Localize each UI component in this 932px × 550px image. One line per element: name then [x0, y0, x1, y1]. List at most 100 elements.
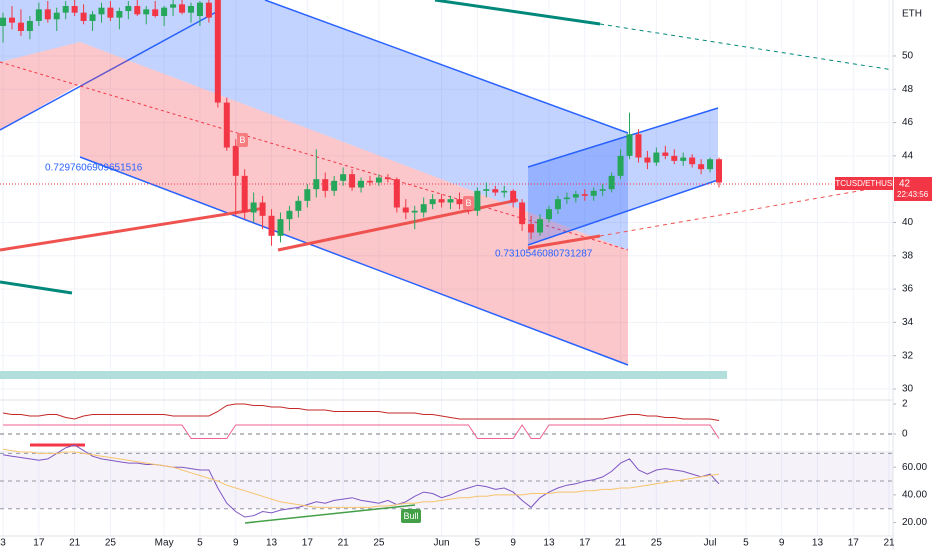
x-tick-label: Jun — [434, 538, 450, 549]
zone-band — [0, 371, 727, 379]
candle-body — [259, 202, 266, 216]
candle-body — [483, 189, 490, 191]
candle-body — [62, 5, 69, 13]
x-tick-label: 21 — [883, 538, 895, 549]
candle-body — [366, 180, 373, 183]
candle-body — [411, 210, 418, 213]
candle-body — [0, 17, 7, 26]
signal-label: Bull — [403, 511, 418, 521]
candle-body — [143, 9, 150, 15]
candle-body — [313, 179, 320, 190]
candle-body — [179, 4, 186, 13]
channel-fill — [0, 0, 80, 62]
x-tick-label: 17 — [848, 538, 860, 549]
candle-body — [304, 189, 311, 201]
candle-body — [205, 2, 212, 18]
candle-body — [340, 174, 347, 181]
indicator-line — [3, 424, 720, 439]
annotation: 0.7310546080731287 — [495, 249, 593, 260]
candle-body — [474, 190, 481, 211]
price-tag — [894, 177, 932, 201]
indicator-line — [2, 448, 720, 508]
channel-fill — [528, 108, 718, 245]
x-tick-label: 5 — [743, 538, 749, 549]
candle-body — [662, 152, 669, 156]
candle-body — [447, 199, 454, 203]
y-tick-label: 40 — [902, 217, 914, 228]
candle-body — [572, 194, 579, 198]
candle-body — [680, 157, 687, 161]
candle-body — [152, 9, 159, 16]
candle-body — [581, 194, 588, 196]
candle-body — [537, 219, 544, 233]
x-tick-label: 17 — [33, 538, 45, 549]
y-tick-label: 50 — [902, 51, 914, 62]
divergence-line — [244, 504, 416, 524]
countdown: 22:43:56 — [897, 190, 929, 199]
candle-body — [170, 4, 177, 8]
candle-body — [510, 190, 517, 203]
x-tick-label: 21 — [338, 538, 350, 549]
candle-body — [223, 102, 230, 148]
signal-label: B — [465, 198, 471, 208]
candle-body — [644, 157, 651, 163]
candle-body — [232, 145, 239, 176]
channel-line — [0, 9, 221, 131]
x-tick-label: 5 — [475, 538, 481, 549]
trend-line — [0, 206, 266, 252]
candle-body — [402, 207, 409, 213]
candle-body — [716, 159, 723, 183]
x-tick-label: 25 — [651, 538, 663, 549]
indicator-line — [2, 403, 720, 421]
candle-body — [519, 202, 526, 225]
channel-fill — [0, 42, 80, 130]
channel-fill — [80, 42, 628, 365]
x-tick-label: 3 — [0, 538, 6, 549]
x-tick-label: May — [155, 538, 174, 549]
symbol-tag — [835, 177, 893, 190]
candle-body — [116, 10, 123, 18]
signal-marker — [463, 196, 474, 210]
candle-body — [358, 180, 365, 188]
trend-extension — [599, 23, 894, 71]
signal-marker — [401, 509, 421, 523]
candle-body — [80, 12, 87, 21]
candle-body — [295, 200, 302, 211]
x-tick-label: 13 — [266, 538, 278, 549]
x-tick-label: 21 — [69, 538, 81, 549]
x-tick-label: 21 — [615, 538, 627, 549]
channel-line — [527, 107, 719, 168]
candle-body — [196, 2, 203, 16]
symbol-label: BTCUSD/ETHUSD — [830, 179, 898, 188]
candle-body — [26, 20, 33, 31]
grid-layer — [0, 0, 896, 536]
marks — [0, 0, 723, 518]
candle-body — [187, 5, 194, 13]
candle-body — [331, 180, 338, 191]
candle-body — [161, 7, 168, 16]
candle-body — [286, 210, 293, 220]
y-tick-label: 44 — [902, 151, 914, 162]
candle-body — [134, 5, 141, 15]
candle-body — [125, 5, 132, 11]
channel-line — [79, 156, 629, 366]
band — [0, 453, 893, 509]
x-tick-label: 17 — [579, 538, 591, 549]
candle-body — [71, 5, 78, 13]
candle-body — [626, 134, 633, 156]
candle-body — [653, 152, 660, 163]
currency-label: ETH — [902, 9, 922, 20]
x-tick-label: 13 — [543, 538, 555, 549]
x-tick-label: 13 — [812, 538, 824, 549]
candle-body — [545, 209, 552, 220]
candle-body — [375, 177, 382, 183]
y-tick-label: 38 — [902, 250, 914, 261]
candle-body — [554, 199, 561, 210]
candle-body — [35, 9, 42, 21]
trend-extension — [599, 184, 894, 237]
y-tick-label: 60.00 — [902, 462, 927, 473]
candle-body — [429, 199, 436, 205]
x-tick-label: Jul — [704, 538, 717, 549]
